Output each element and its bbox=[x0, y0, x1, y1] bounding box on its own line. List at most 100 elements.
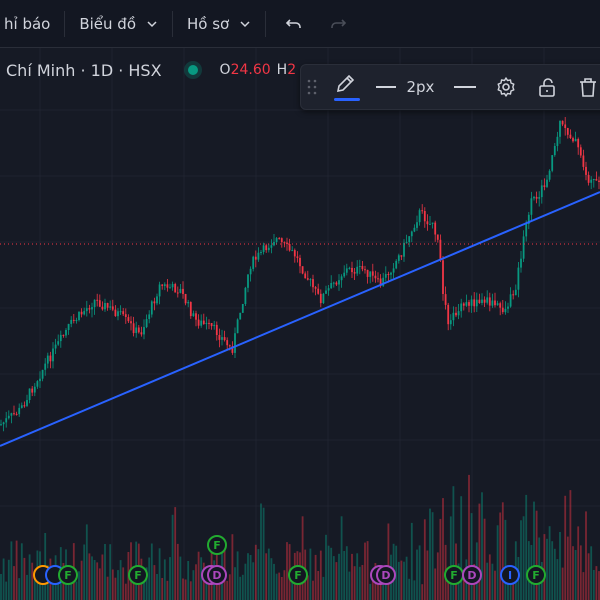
candle-body bbox=[80, 311, 83, 315]
volume-bar bbox=[447, 579, 450, 600]
volume-bar bbox=[338, 553, 340, 600]
indicators-button[interactable]: hỉ báo bbox=[0, 0, 64, 48]
symbol-title[interactable]: Chí Minh · 1D · HSX bbox=[6, 60, 162, 80]
volume-bar bbox=[83, 544, 86, 600]
candle-body bbox=[325, 290, 327, 294]
volume-bar bbox=[590, 546, 593, 600]
redo-button[interactable] bbox=[316, 0, 360, 48]
volume-bar bbox=[309, 548, 312, 600]
profile-label: Hồ sơ bbox=[187, 14, 230, 33]
candle-body bbox=[200, 320, 203, 326]
candle-body bbox=[559, 120, 561, 137]
volume-bar bbox=[384, 577, 387, 600]
event-marker-d[interactable]: D bbox=[207, 565, 227, 585]
volume-bar bbox=[340, 516, 343, 600]
candle-body bbox=[96, 299, 99, 301]
event-marker-i[interactable]: I bbox=[500, 565, 520, 585]
candle-body bbox=[343, 272, 346, 277]
candle-body bbox=[93, 299, 96, 308]
line-style-button[interactable] bbox=[444, 64, 485, 110]
volume-bar bbox=[231, 534, 234, 600]
volume-bar bbox=[468, 474, 470, 600]
volume-bar bbox=[358, 566, 361, 600]
market-status-indicator[interactable] bbox=[182, 59, 204, 81]
volume-bar bbox=[564, 495, 567, 600]
profile-menu-button[interactable]: Hồ sơ bbox=[173, 0, 265, 48]
event-marker-f[interactable]: F bbox=[288, 565, 308, 585]
candle-body bbox=[530, 198, 533, 215]
volume-bar bbox=[254, 544, 257, 600]
event-marker-f[interactable]: F bbox=[207, 535, 227, 555]
event-marker-f[interactable]: F bbox=[128, 565, 148, 585]
candle-body bbox=[439, 239, 442, 261]
event-marker-f[interactable]: F bbox=[526, 565, 546, 585]
candle-body bbox=[369, 271, 372, 277]
candle-body bbox=[13, 413, 15, 415]
candle-body bbox=[358, 266, 361, 267]
candle-body bbox=[452, 312, 455, 321]
candle-body bbox=[574, 139, 577, 142]
volume-bar bbox=[439, 518, 442, 600]
candle-body bbox=[140, 332, 143, 335]
candle-body bbox=[218, 335, 221, 340]
candle-body bbox=[169, 287, 171, 289]
line-width-button[interactable]: 2px bbox=[366, 64, 444, 110]
event-marker-d[interactable]: D bbox=[462, 565, 482, 585]
line-width-sample bbox=[376, 86, 397, 88]
volume-bar bbox=[434, 568, 437, 600]
candle-body bbox=[49, 355, 52, 362]
volume-bar bbox=[416, 549, 418, 600]
volume-bar bbox=[275, 573, 278, 600]
volume-bar bbox=[426, 550, 429, 600]
candle-body bbox=[179, 288, 182, 293]
candle-body bbox=[551, 155, 554, 171]
volume-bar bbox=[353, 566, 356, 600]
candle-body bbox=[426, 221, 429, 225]
volume-bar bbox=[348, 571, 351, 600]
volume-bar bbox=[501, 502, 504, 600]
high-key: H bbox=[276, 62, 288, 78]
price-chart[interactable] bbox=[0, 48, 600, 600]
settings-button[interactable] bbox=[486, 64, 527, 110]
charts-menu-button[interactable]: Biểu đồ bbox=[65, 0, 172, 48]
volume-bar bbox=[306, 575, 309, 600]
volume-bar bbox=[189, 581, 192, 600]
candle-body bbox=[309, 279, 312, 281]
candle-body bbox=[148, 314, 151, 319]
event-marker-f[interactable]: F bbox=[444, 565, 464, 585]
volume-bar bbox=[312, 580, 314, 600]
pencil-icon bbox=[336, 74, 355, 93]
lock-button[interactable] bbox=[527, 64, 568, 110]
candle-body bbox=[517, 267, 520, 290]
event-marker-d[interactable]: D bbox=[376, 565, 396, 585]
candle-body bbox=[109, 306, 112, 308]
volume-bar bbox=[546, 538, 548, 600]
volume-bar bbox=[410, 522, 413, 600]
event-marker-f[interactable]: F bbox=[58, 565, 78, 585]
delete-button[interactable] bbox=[568, 64, 600, 110]
candle-body bbox=[130, 321, 132, 324]
volume-bar bbox=[322, 576, 325, 600]
candle-body bbox=[457, 311, 460, 316]
candle-body bbox=[382, 277, 385, 286]
candle-body bbox=[158, 284, 161, 297]
volume-bar bbox=[400, 560, 403, 600]
candle-body bbox=[400, 255, 403, 257]
candle-body bbox=[192, 313, 195, 317]
candle-body bbox=[187, 302, 190, 304]
candle-body bbox=[353, 272, 356, 274]
volume-bar bbox=[26, 574, 28, 600]
candle-body bbox=[143, 327, 145, 335]
candle-body bbox=[221, 337, 223, 340]
candle-body bbox=[202, 320, 205, 324]
candle-body bbox=[592, 179, 595, 180]
undo-button[interactable] bbox=[272, 0, 316, 48]
volume-bar bbox=[488, 554, 491, 600]
candle-body bbox=[247, 274, 249, 288]
volume-bar bbox=[218, 574, 221, 600]
candle-body bbox=[449, 320, 452, 325]
toolbar-separator bbox=[172, 10, 174, 37]
line-color-button[interactable] bbox=[323, 64, 366, 110]
high-value: 2 bbox=[287, 62, 297, 78]
drag-handle[interactable] bbox=[301, 64, 323, 110]
